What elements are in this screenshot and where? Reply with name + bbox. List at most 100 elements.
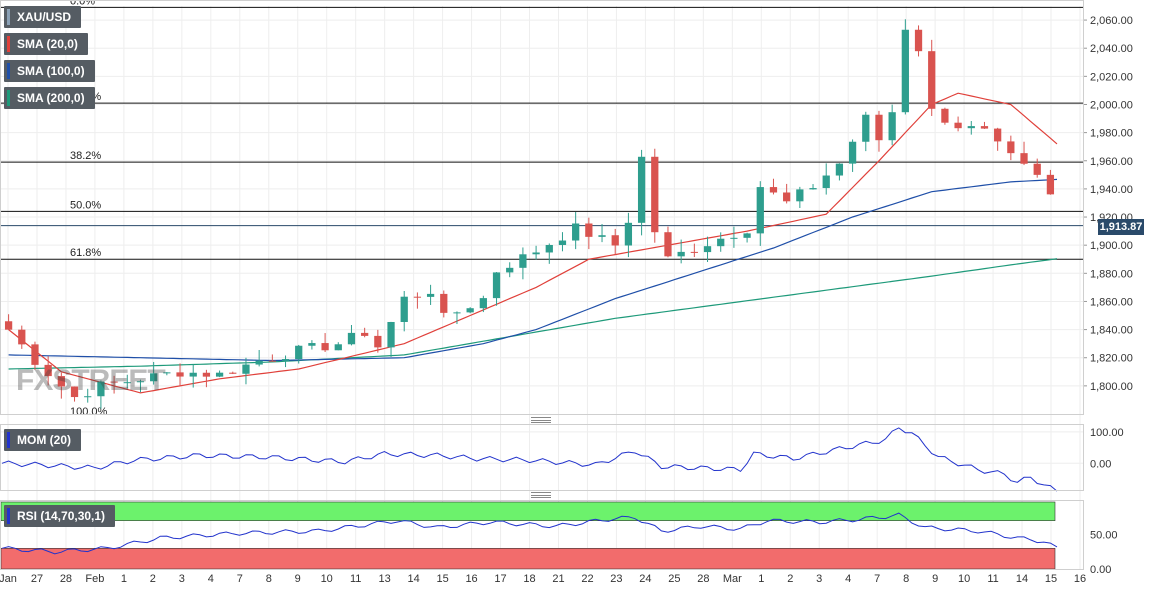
y-tick-label: 1,860.00	[1090, 296, 1133, 308]
x-tick-label: 4	[845, 573, 851, 585]
x-tick-label: 14	[1016, 573, 1028, 585]
x-tick-label: 11	[987, 573, 998, 585]
x-tick-label: 8	[903, 573, 909, 585]
x-tick-label: Feb	[85, 573, 104, 585]
y-tick-label: 2,060.00	[1090, 15, 1133, 27]
candle-body	[822, 175, 830, 189]
candle-body	[809, 188, 817, 190]
x-tick-label: 18	[523, 573, 535, 585]
x-tick-label: 23	[610, 573, 622, 585]
candle-body	[453, 312, 461, 314]
x-tick-label: 3	[816, 573, 822, 585]
candle-body	[730, 237, 738, 239]
candle-body	[848, 141, 857, 164]
candle-body	[835, 163, 844, 176]
legend-xauusd[interactable]: XAU/USD	[4, 6, 82, 28]
x-tick-label: 7	[874, 573, 880, 585]
legend-sma200[interactable]: SMA (200,0)	[4, 87, 95, 109]
legend-label: SMA (100,0)	[17, 64, 85, 78]
x-tick-label: 24	[639, 573, 651, 585]
candle-body	[4, 321, 13, 330]
pane-resize-handle-2[interactable]	[531, 492, 551, 498]
mom-pane-frame	[0, 424, 1084, 491]
x-tick-label: 28	[697, 573, 709, 585]
candle-body	[163, 372, 171, 374]
legend-swatch	[7, 432, 10, 448]
candle-body	[202, 372, 211, 377]
last-price-tag: 1,913.87	[1098, 219, 1144, 235]
legend-rsi[interactable]: RSI (14,70,30,1)	[4, 505, 116, 527]
mom-tick-label: 100.00	[1090, 427, 1124, 439]
candle-body	[769, 187, 778, 193]
x-tick-label: 22	[581, 573, 593, 585]
x-tick-label: 11	[350, 573, 361, 585]
x-tick-label: 13	[379, 573, 391, 585]
candle-body	[176, 372, 184, 377]
candle-body	[57, 376, 65, 387]
legend-label: SMA (200,0)	[17, 91, 85, 105]
candle-body	[572, 223, 580, 241]
candle-body	[928, 51, 936, 109]
candle-body	[783, 192, 791, 202]
x-tick-label: Jan	[0, 573, 17, 585]
x-tick-label: 28	[60, 573, 72, 585]
candle-body	[980, 126, 989, 129]
rsi-tick-label: 0.00	[1090, 564, 1111, 576]
candle-body	[598, 235, 606, 237]
legend-swatch	[7, 36, 10, 52]
sma100-line	[8, 178, 1058, 362]
candle-body	[361, 332, 369, 336]
legend-swatch	[7, 508, 10, 524]
candle-body	[70, 386, 79, 398]
fxstreet-watermark: FXSTREET	[16, 364, 166, 397]
candle-body	[677, 251, 685, 257]
y-tick-label: 1,840.00	[1090, 325, 1133, 337]
x-tick-label: 14	[407, 573, 419, 585]
price-pane-frame	[0, 0, 1084, 415]
candle-body	[334, 344, 342, 351]
candle-body	[387, 321, 395, 348]
candle-body	[506, 267, 514, 273]
x-tick-label: 17	[494, 573, 506, 585]
legend-swatch	[7, 63, 10, 79]
mom-tick-label: 0.00	[1090, 458, 1111, 470]
candle-body	[136, 381, 145, 383]
legend-label: SMA (20,0)	[17, 37, 78, 51]
x-tick-label: 9	[932, 573, 938, 585]
y-tick-label: 1,900.00	[1090, 240, 1133, 252]
candle-body	[426, 293, 435, 297]
fib-label: 38.2%	[70, 150, 101, 162]
y-tick-label: 1,940.00	[1090, 184, 1133, 196]
candle-body	[84, 396, 92, 398]
rsi-oversold-zone	[0, 547, 1056, 570]
candle-body	[717, 238, 725, 247]
candle-body	[1033, 163, 1041, 175]
candle-body	[994, 128, 1002, 142]
candle-body	[690, 251, 698, 253]
legend-sma20[interactable]: SMA (20,0)	[4, 33, 88, 55]
candle-body	[703, 246, 712, 253]
candle-body	[1046, 174, 1055, 195]
legend-mom[interactable]: MOM (20)	[4, 429, 81, 451]
legend-sma100[interactable]: SMA (100,0)	[4, 60, 95, 82]
x-tick-label: 2	[787, 573, 793, 585]
y-tick-label: 1,880.00	[1090, 268, 1133, 280]
x-tick-label: 4	[208, 573, 214, 585]
candle-body	[743, 233, 751, 238]
candle-body	[229, 372, 237, 374]
legend-swatch	[7, 9, 10, 25]
candle-body	[888, 112, 896, 141]
x-tick-label: Mar	[723, 573, 742, 585]
x-tick-label: 10	[958, 573, 970, 585]
x-tick-label: 1	[758, 573, 764, 585]
candle-body	[18, 329, 26, 345]
y-tick-label: 1,980.00	[1090, 128, 1133, 140]
fib-label: 100.0%	[70, 406, 108, 418]
x-tick-label: 27	[31, 573, 43, 585]
candle-body	[242, 364, 250, 374]
candle-body	[347, 332, 356, 345]
pane-resize-handle-1[interactable]	[531, 417, 551, 423]
y-tick-label: 1,960.00	[1090, 156, 1133, 168]
x-tick-label: 8	[266, 573, 272, 585]
candle-body	[97, 381, 105, 397]
